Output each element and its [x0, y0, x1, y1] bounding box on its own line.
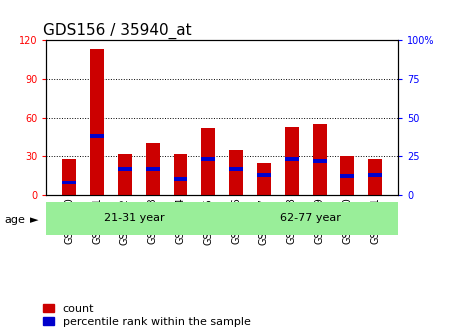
Bar — [201, 128, 215, 195]
Bar — [118, 167, 132, 171]
Bar — [90, 134, 104, 138]
Text: 62-77 year: 62-77 year — [280, 213, 341, 223]
Bar — [257, 173, 271, 177]
Bar — [340, 156, 354, 195]
Bar — [46, 202, 222, 235]
Bar — [63, 159, 76, 195]
Bar — [313, 159, 326, 163]
Bar — [229, 167, 243, 171]
Text: 21-31 year: 21-31 year — [104, 213, 164, 223]
Text: age: age — [5, 215, 25, 225]
Bar — [313, 124, 326, 195]
Bar — [201, 157, 215, 161]
Bar — [229, 150, 243, 195]
Bar — [146, 143, 160, 195]
Bar — [90, 49, 104, 195]
Legend: count, percentile rank within the sample: count, percentile rank within the sample — [43, 303, 250, 327]
Bar — [174, 154, 188, 195]
Bar — [285, 157, 299, 161]
Bar — [146, 167, 160, 171]
Bar — [285, 127, 299, 195]
Text: GDS156 / 35940_at: GDS156 / 35940_at — [43, 23, 191, 39]
Bar — [222, 202, 398, 235]
Text: ►: ► — [30, 215, 38, 225]
Bar — [257, 163, 271, 195]
Bar — [174, 177, 188, 181]
Bar — [340, 174, 354, 178]
Bar — [118, 154, 132, 195]
Bar — [368, 173, 382, 177]
Bar — [368, 159, 382, 195]
Bar — [63, 180, 76, 184]
